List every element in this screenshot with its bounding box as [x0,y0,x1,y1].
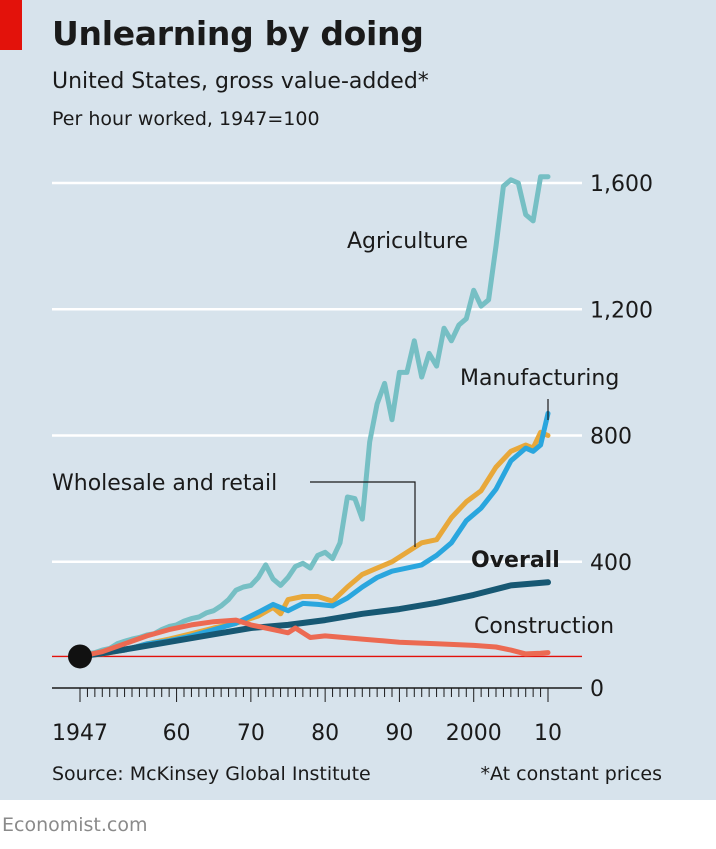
x-tick-label: 70 [237,721,265,746]
x-tick-label: 90 [385,721,413,746]
label-wholesale-retail: Wholesale and retail [52,471,277,496]
label-manufacturing: Manufacturing [460,366,619,391]
x-tick-label: 80 [311,721,339,746]
agriculture-line [77,174,551,659]
footnote: *At constant prices [480,763,662,785]
y-tick-label: 0 [590,677,604,702]
y-tick-label: 400 [590,551,632,576]
label-agriculture: Agriculture [347,229,468,254]
y-tick-label: 1,200 [590,298,653,323]
x-tick-label: 2000 [446,721,502,746]
label-overall: Overall [471,548,560,573]
x-tick-label: 10 [534,721,562,746]
economist-red-tag [0,0,22,50]
footer-bar: Economist.com [0,800,716,849]
construction-line [77,617,551,659]
y-tick-label: 1,600 [590,172,653,197]
x-tick-label: 1947 [52,721,108,746]
wholesale-leader [310,481,416,547]
x-tick-label: 60 [163,721,191,746]
y-tick-label: 800 [590,425,632,450]
line-chart: 0 400 800 1,200 1,600 1947 60 70 80 90 2000 10 Agri… [52,172,653,746]
chart-unit-note: Per hour worked, 1947=100 [52,108,320,130]
label-construction: Construction [474,614,614,639]
overall-line [77,579,551,660]
origin-marker [68,644,92,669]
chart-title: Unlearning by doing [52,14,424,53]
brand-logo-text: Economist.com [2,814,148,836]
source-note: Source: McKinsey Global Institute [52,763,371,785]
chart-subtitle: United States, gross value-added* [52,69,429,94]
